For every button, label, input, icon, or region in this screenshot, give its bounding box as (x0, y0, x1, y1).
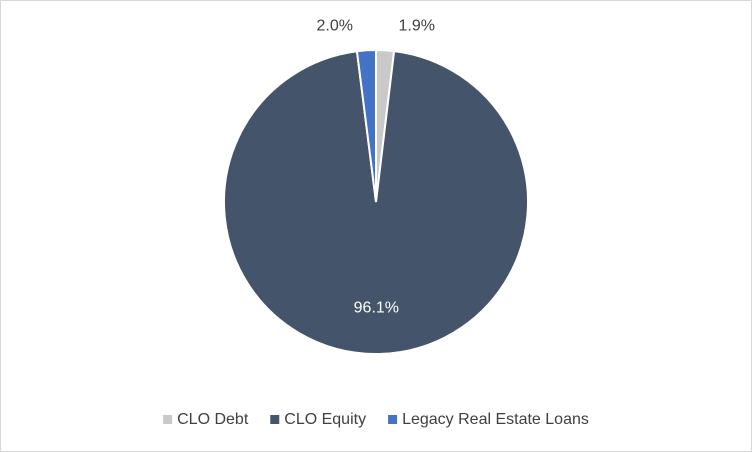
data-label: 2.0% (316, 18, 352, 35)
pie-slice (223, 49, 529, 355)
pie-slice (355, 48, 377, 203)
data-label: 1.9% (398, 18, 434, 35)
legend-label: CLO Equity (284, 411, 366, 428)
legend-marker (270, 415, 280, 424)
legend-label: CLO Debt (177, 411, 249, 428)
legend: CLO Debt CLO Equity Legacy Real Estate Loa… (163, 411, 589, 428)
data-label: 96.1% (354, 300, 399, 317)
legend-marker (388, 415, 398, 424)
legend-label: Legacy Real Estate Loans (402, 411, 589, 428)
legend-marker (163, 415, 173, 424)
